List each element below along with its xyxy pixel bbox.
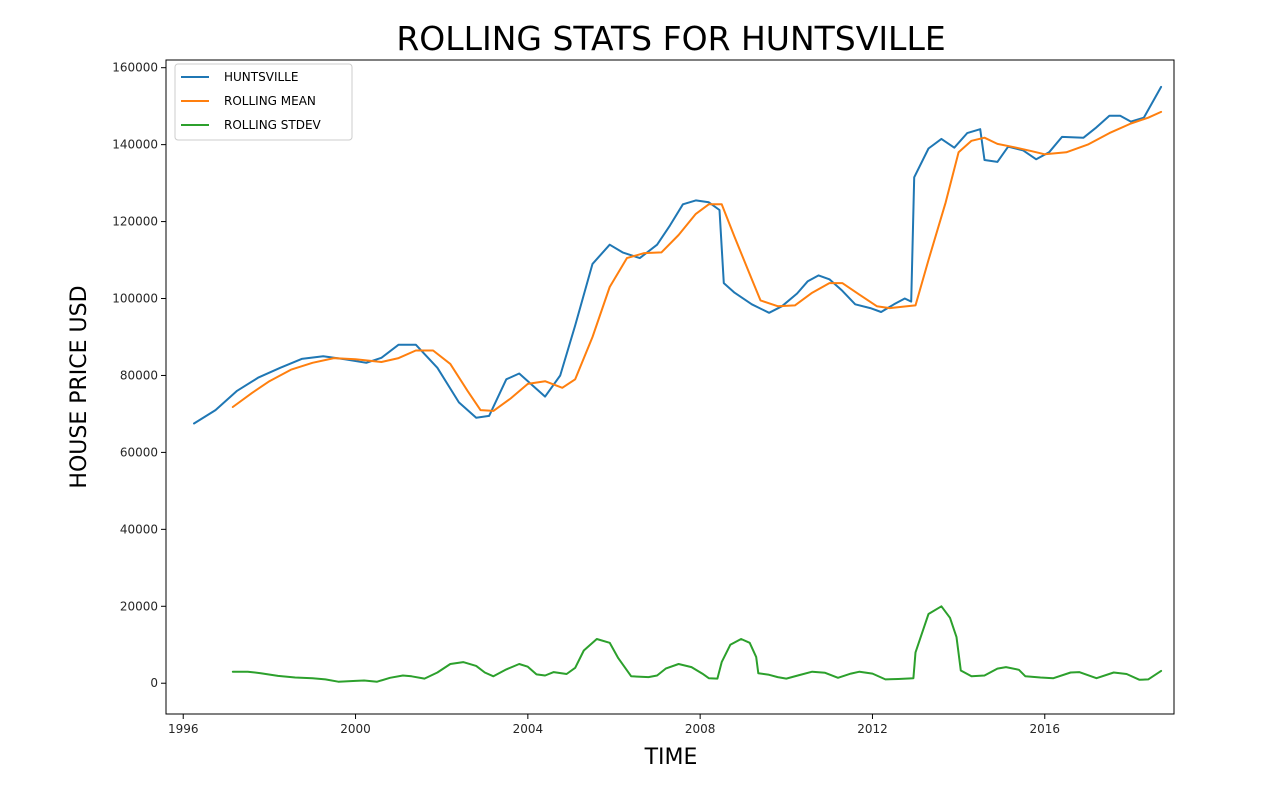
- plot-area: [193, 85, 1163, 683]
- axis-ticks: 1996 2000 2004 2008 2012 2016 0 20000 40000 60000…: [112, 61, 1060, 736]
- plot-frame: [165, 59, 1175, 715]
- y-tick-label: 80000: [120, 368, 158, 382]
- chart-title: ROLLING STATS FOR HUNTSVILLE: [396, 19, 945, 58]
- x-tick-label: 2016: [1029, 722, 1060, 736]
- x-tick-label: 2012: [857, 722, 888, 736]
- y-tick-label: 140000: [112, 138, 158, 152]
- y-tick-label: 0: [150, 676, 158, 690]
- x-axis-title: TIME: [644, 745, 698, 770]
- y-tick-label: 60000: [120, 445, 158, 459]
- y-tick-label: 100000: [112, 292, 158, 306]
- y-tick-label: 120000: [112, 215, 158, 229]
- series-line-2: [231, 605, 1163, 683]
- x-tick-label: 2008: [685, 722, 716, 736]
- y-tick-label: 160000: [112, 61, 158, 75]
- legend-box: [174, 63, 353, 141]
- y-tick-label: 40000: [120, 522, 158, 536]
- x-tick-label: 2004: [513, 722, 544, 736]
- series-line-1: [231, 110, 1163, 412]
- y-tick-label: 20000: [120, 599, 158, 613]
- legend-label-0: HUNTSVILLE: [224, 70, 298, 84]
- legend: HUNTSVILLE ROLLING MEAN ROLLING STDEV: [174, 63, 353, 141]
- legend-label-2: ROLLING STDEV: [224, 118, 322, 132]
- x-tick-label: 1996: [168, 722, 199, 736]
- y-axis-title: HOUSE PRICE USD: [67, 285, 92, 488]
- legend-label-1: ROLLING MEAN: [224, 94, 316, 108]
- x-tick-label: 2000: [340, 722, 371, 736]
